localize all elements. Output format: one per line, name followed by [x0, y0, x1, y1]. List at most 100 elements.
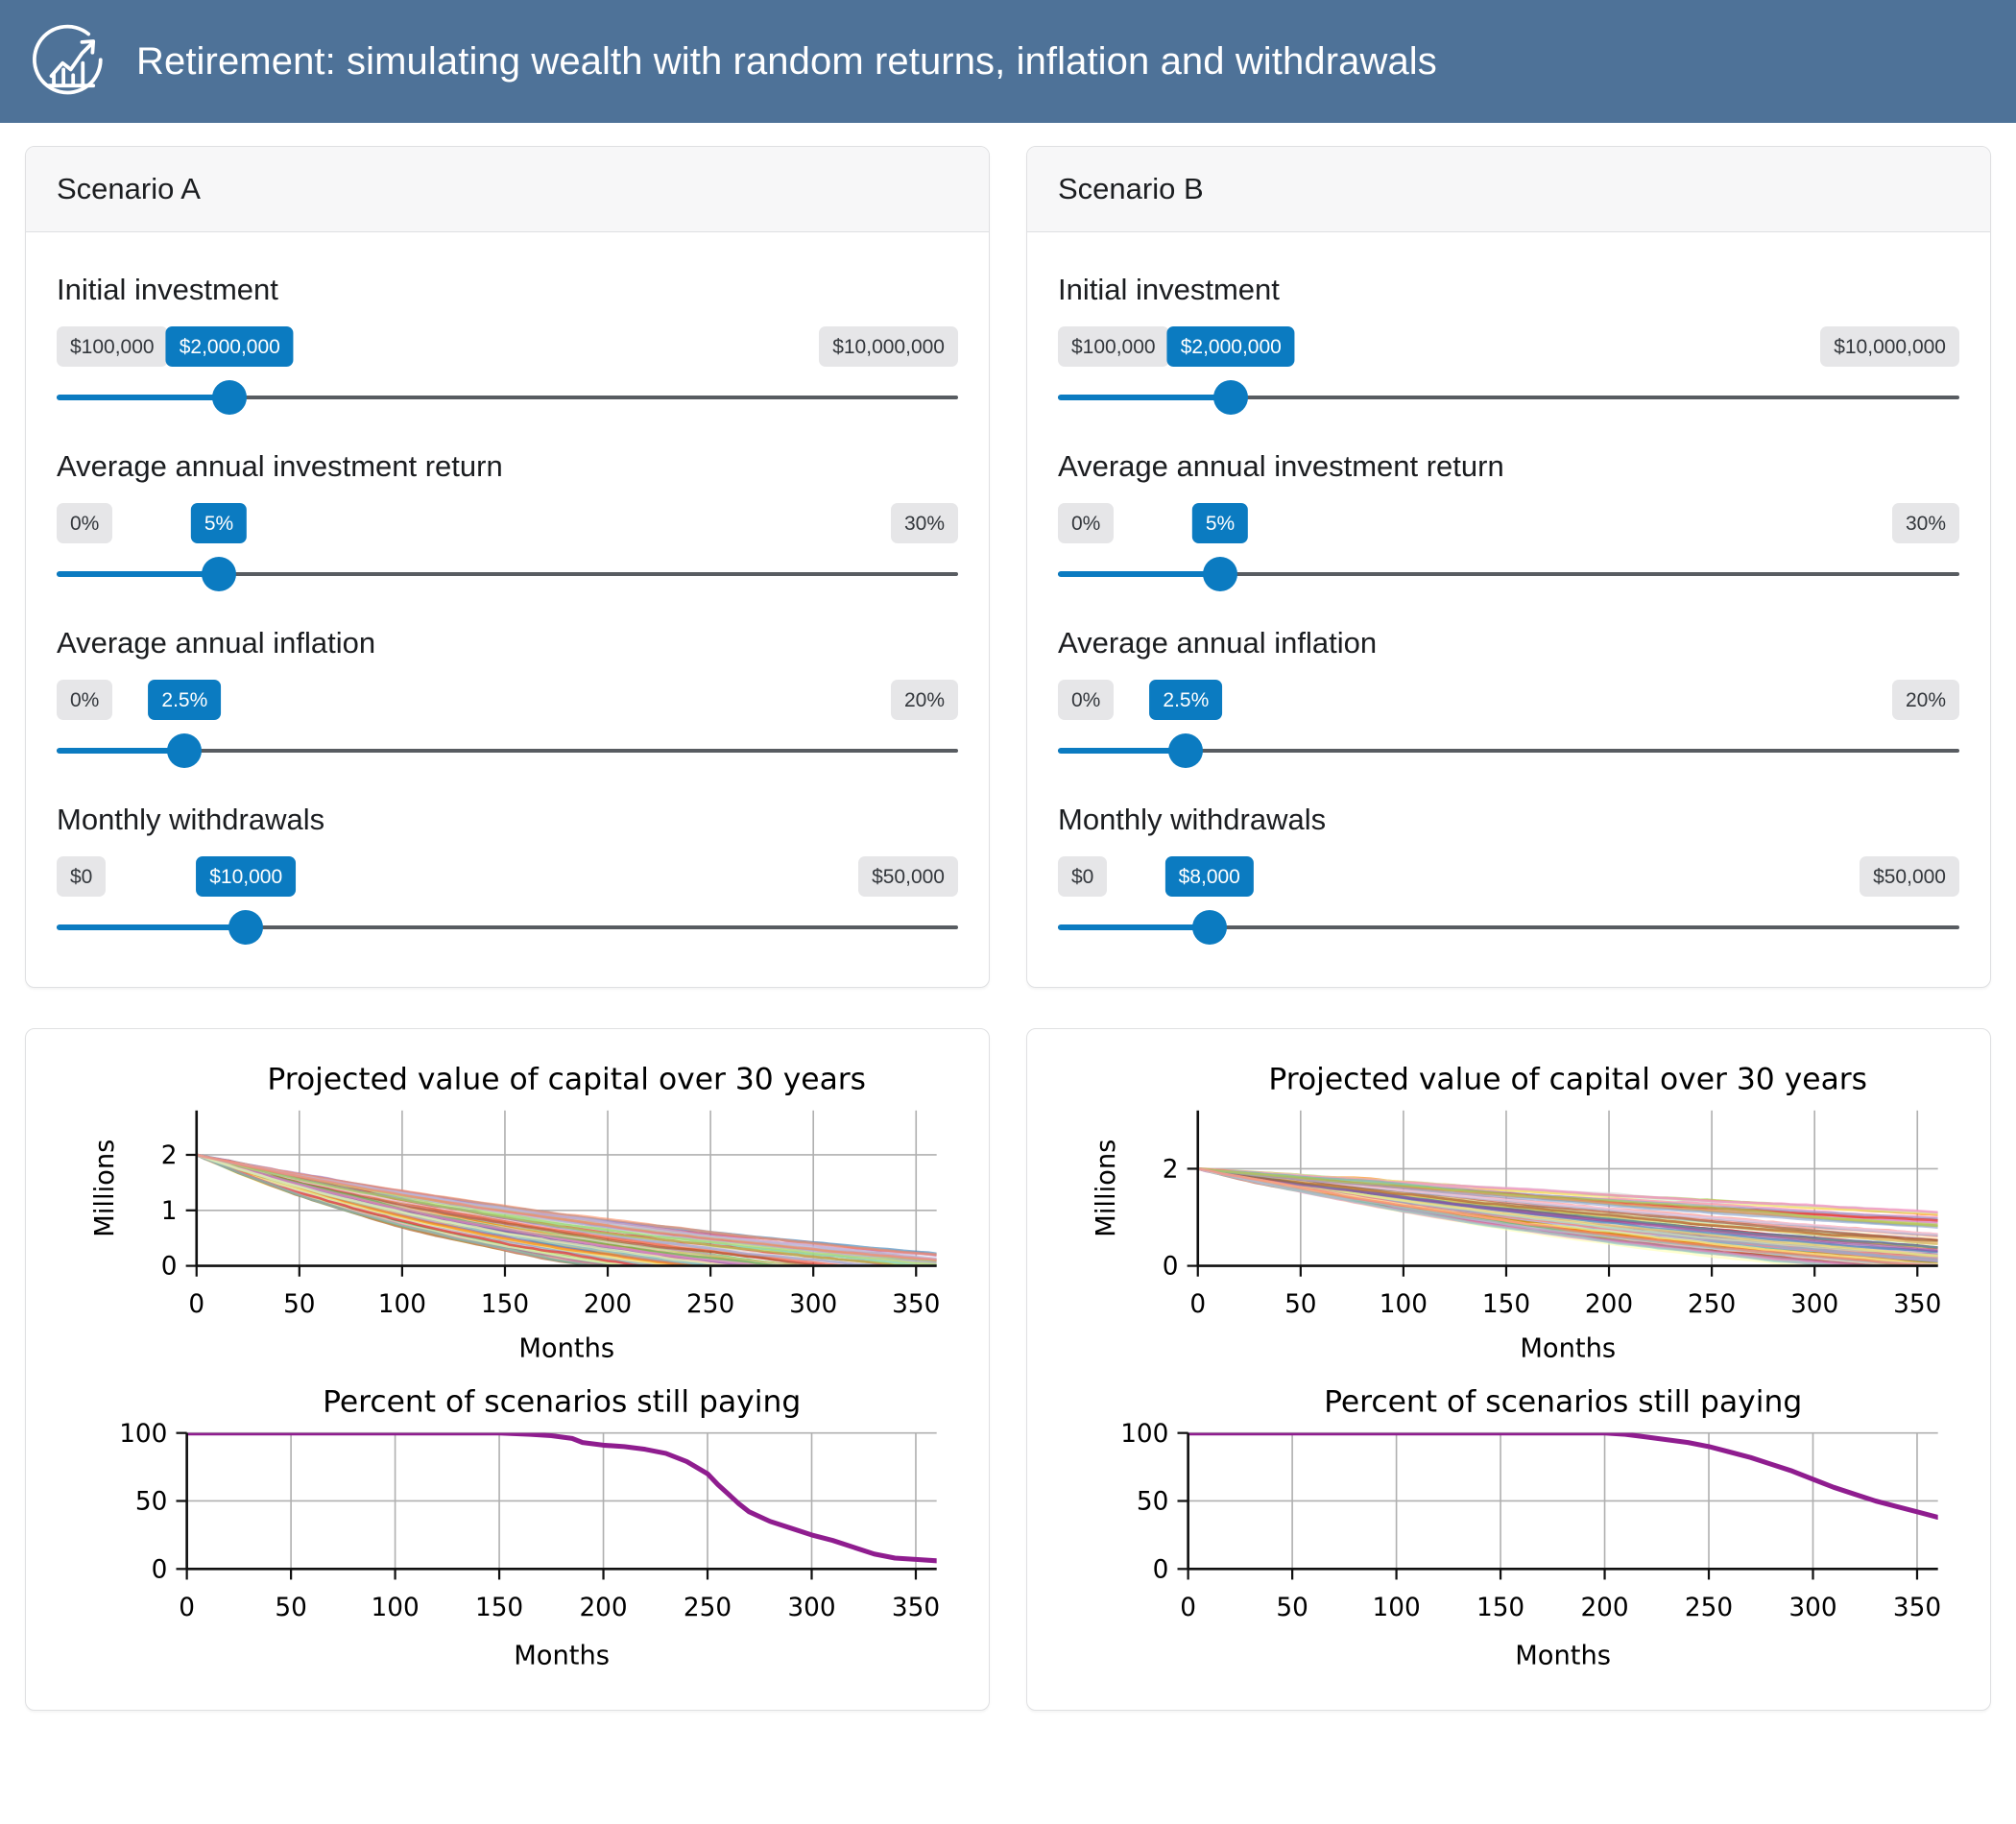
control-b-average-annual-inflation: Average annual inflation 0% 2.5% 20%	[1058, 611, 1959, 772]
slider-value-label: 5%	[1191, 503, 1249, 543]
control-b-average-annual-investment-return: Average annual investment return 0% 5% 3…	[1058, 434, 1959, 595]
slider-track[interactable]	[1058, 553, 1959, 595]
svg-text:0: 0	[1153, 1555, 1169, 1584]
svg-text:100: 100	[1120, 1420, 1168, 1449]
slider-max-label: 30%	[1891, 503, 1959, 543]
pill-row: $100,000 $2,000,000 $10,000,000	[57, 326, 958, 367]
svg-text:300: 300	[789, 1290, 837, 1319]
svg-text:300: 300	[1788, 1594, 1836, 1622]
svg-text:100: 100	[378, 1290, 426, 1319]
svg-text:50: 50	[283, 1290, 315, 1319]
pill-row: 0% 5% 30%	[57, 503, 958, 543]
slider-track-base	[1058, 749, 1959, 753]
slider-track[interactable]	[57, 376, 958, 419]
slider-track[interactable]	[1058, 730, 1959, 772]
slider-track-base	[1058, 572, 1959, 576]
slider-track[interactable]	[57, 553, 958, 595]
pill-row: 0% 2.5% 20%	[1058, 680, 1959, 720]
pill-row: 0% 2.5% 20%	[57, 680, 958, 720]
control-label: Monthly withdrawals	[1058, 803, 1327, 836]
slider-track[interactable]	[57, 906, 958, 948]
slider-track-base	[1058, 396, 1959, 399]
scenario-b-title: Scenario B	[1058, 172, 1204, 205]
slider-knob[interactable]	[1203, 557, 1238, 591]
slider-value-label: $2,000,000	[165, 326, 294, 367]
scenario-a-body: Initial investment $100,000 $2,000,000 $…	[26, 232, 989, 987]
svg-text:200: 200	[1580, 1594, 1628, 1622]
slider-min-label: $100,000	[57, 326, 168, 367]
svg-text:200: 200	[579, 1594, 627, 1622]
control-label: Average annual investment return	[57, 449, 503, 483]
slider-track-fill	[1058, 748, 1187, 754]
slider-knob[interactable]	[212, 380, 248, 415]
svg-text:100: 100	[1380, 1290, 1428, 1319]
slider-track-base	[57, 749, 958, 753]
slider-track-fill	[57, 395, 230, 400]
svg-text:350: 350	[892, 1594, 940, 1622]
control-label: Average annual inflation	[57, 626, 376, 660]
slider-value-label: 5%	[190, 503, 248, 543]
svg-text:2: 2	[161, 1141, 178, 1170]
slider-value-label: $2,000,000	[1166, 326, 1295, 367]
slider-track-fill	[57, 748, 185, 754]
slider-knob[interactable]	[228, 910, 264, 945]
scenario-controls-row: Scenario A Initial investment $100,000 $…	[25, 146, 1991, 988]
svg-text:Months: Months	[518, 1334, 614, 1364]
slider-track[interactable]	[57, 730, 958, 772]
svg-text:250: 250	[1688, 1290, 1736, 1319]
control-b-monthly-withdrawals: Monthly withdrawals $0 $8,000 $50,000	[1058, 787, 1959, 948]
app-title: Retirement: simulating wealth with rando…	[136, 39, 1437, 83]
svg-text:0: 0	[1180, 1594, 1196, 1622]
scenario-a-charts-body: Projected value of capital over 30 years…	[26, 1029, 989, 1710]
svg-text:350: 350	[892, 1290, 940, 1319]
svg-text:250: 250	[684, 1594, 732, 1622]
svg-text:Millions: Millions	[1092, 1140, 1121, 1237]
scenario-a-card: Scenario A Initial investment $100,000 $…	[25, 146, 990, 988]
page-content: Scenario A Initial investment $100,000 $…	[0, 123, 2016, 1712]
scenario-charts-row: Projected value of capital over 30 years…	[25, 1028, 1991, 1712]
slider-min-label: 0%	[1058, 680, 1115, 720]
capital-chart-b: Projected value of capital over 30 years…	[1052, 1050, 1965, 1371]
svg-text:0: 0	[188, 1290, 204, 1319]
pill-row: 0% 5% 30%	[1058, 503, 1959, 543]
slider-track-fill	[57, 924, 247, 930]
svg-text:0: 0	[1189, 1290, 1206, 1319]
svg-text:0: 0	[1163, 1253, 1179, 1282]
svg-text:50: 50	[1276, 1594, 1308, 1622]
svg-text:0: 0	[152, 1555, 168, 1584]
slider-track[interactable]	[1058, 376, 1959, 419]
scenario-b-charts-card: Projected value of capital over 30 years…	[1026, 1028, 1991, 1712]
slider-track[interactable]	[1058, 906, 1959, 948]
control-label: Initial investment	[1058, 273, 1280, 306]
pill-row: $0 $10,000 $50,000	[57, 856, 958, 897]
svg-text:350: 350	[1893, 1290, 1941, 1319]
scenario-b-header: Scenario B	[1027, 147, 1990, 232]
slider-knob[interactable]	[1168, 733, 1204, 768]
percent-chart-a: Percent of scenarios still paying 0 50 100 1…	[51, 1377, 964, 1678]
control-a-average-annual-investment-return: Average annual investment return 0% 5% 3…	[57, 434, 958, 595]
control-a-average-annual-inflation: Average annual inflation 0% 2.5% 20%	[57, 611, 958, 772]
app-header: Retirement: simulating wealth with rando…	[0, 0, 2016, 123]
svg-text:2: 2	[1163, 1156, 1179, 1185]
slider-track-fill	[1058, 395, 1232, 400]
scenario-a-header: Scenario A	[26, 147, 989, 232]
slider-knob[interactable]	[1191, 910, 1227, 945]
slider-max-label: $50,000	[1860, 856, 1959, 897]
scenario-a-charts-card: Projected value of capital over 30 years…	[25, 1028, 990, 1712]
scenario-b-charts-body: Projected value of capital over 30 years…	[1027, 1029, 1990, 1710]
slider-knob[interactable]	[1213, 380, 1249, 415]
slider-track-fill	[57, 571, 220, 577]
slider-knob[interactable]	[202, 557, 237, 591]
slider-max-label: 20%	[890, 680, 958, 720]
svg-text:Millions: Millions	[90, 1140, 120, 1237]
svg-text:Projected value of capital ove: Projected value of capital over 30 years	[1268, 1062, 1867, 1096]
slider-min-label: 0%	[57, 503, 113, 543]
slider-knob[interactable]	[167, 733, 203, 768]
slider-min-label: $100,000	[1058, 326, 1169, 367]
growth-chart-circle-icon	[29, 21, 109, 102]
slider-value-label: $8,000	[1164, 856, 1254, 897]
svg-text:200: 200	[584, 1290, 632, 1319]
svg-text:150: 150	[1476, 1594, 1524, 1622]
slider-max-label: $10,000,000	[1820, 326, 1959, 367]
scenario-b-card: Scenario B Initial investment $100,000 $…	[1026, 146, 1991, 988]
